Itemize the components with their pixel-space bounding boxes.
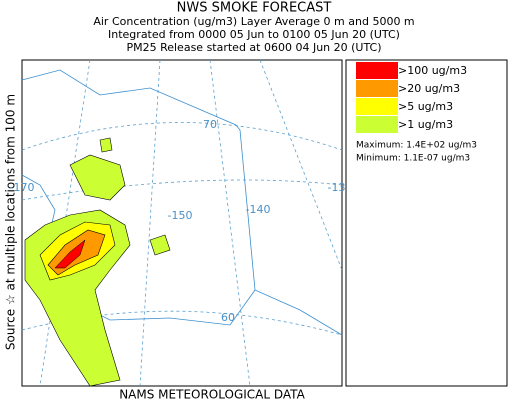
- subtitle: Air Concentration (ug/m3) Layer Average …: [93, 15, 414, 28]
- plume-1: [69, 154, 126, 201]
- map-label: -170: [10, 181, 35, 194]
- legend-swatch: [356, 80, 398, 97]
- graticule: [259, 59, 343, 271]
- graticule: [139, 59, 161, 387]
- subtitle: PM25 Release started at 0600 04 Jun 20 (…: [126, 41, 381, 54]
- graticule: [21, 179, 343, 201]
- graticule: [21, 122, 343, 151]
- coastline: [21, 69, 343, 336]
- legend-label: >100 ug/m3: [398, 64, 467, 77]
- side-label: Source ☆ at multiple locations from 100 …: [4, 94, 18, 350]
- map-label: 60: [221, 311, 235, 324]
- legend-label: >20 ug/m3: [398, 82, 460, 95]
- graticule: [209, 59, 251, 387]
- legend-swatch: [356, 62, 398, 79]
- maximum: Maximum: 1.4E+02 ug/m3: [356, 141, 477, 151]
- legend-swatch: [356, 116, 398, 133]
- minimum: Minimum: 1.1E-07 ug/m3: [356, 154, 470, 164]
- plume-1: [99, 137, 113, 153]
- title: NWS SMOKE FORECAST: [177, 1, 332, 16]
- plume-1: [149, 234, 171, 256]
- map: 70 -170 -150 -140 -130 60: [10, 59, 352, 387]
- map-label: 70: [203, 118, 217, 131]
- footer: NAMS METEOROLOGICAL DATA: [119, 388, 305, 402]
- subtitle: Integrated from 0000 05 Jun to 0100 05 J…: [108, 28, 400, 41]
- map-label: -140: [246, 203, 271, 216]
- legend-swatch: [356, 98, 398, 115]
- plume-100: [54, 239, 86, 269]
- legend-label: >1 ug/m3: [398, 118, 453, 131]
- legend-label: >5 ug/m3: [398, 100, 453, 113]
- legend: Maximum: 1.4E+02 ug/m3 Minimum: 1.1E-07 …: [345, 59, 508, 387]
- map-label: -150: [168, 209, 193, 222]
